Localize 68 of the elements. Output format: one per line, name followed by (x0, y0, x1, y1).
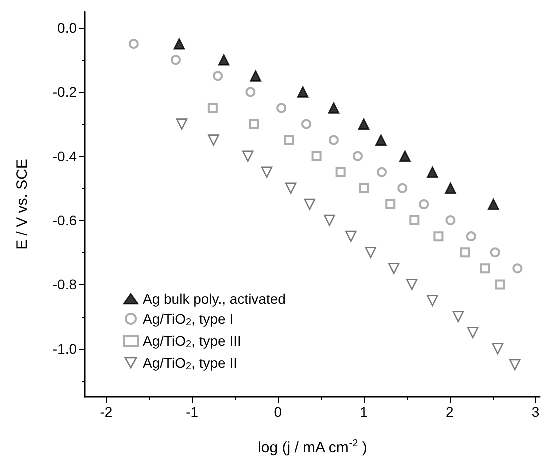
point (128, 39, 139, 50)
point (480, 264, 490, 274)
point (297, 86, 309, 98)
point (246, 87, 256, 98)
point (359, 183, 370, 194)
point (276, 103, 287, 114)
point (376, 134, 387, 146)
legend-label: Ag bulk poly., activated (143, 291, 286, 307)
point (218, 54, 230, 66)
point (398, 183, 408, 194)
y-tick-label: -0.4 (52, 148, 78, 164)
point (312, 151, 322, 162)
point (208, 103, 218, 114)
point (328, 135, 339, 146)
point (377, 167, 388, 178)
point (509, 359, 521, 371)
point (208, 134, 220, 146)
y-tick-label: -0.8 (52, 276, 78, 293)
point (171, 55, 181, 66)
point (488, 198, 500, 210)
point (460, 248, 470, 258)
point (324, 214, 336, 226)
point (406, 279, 418, 290)
point (388, 263, 400, 274)
point (345, 230, 357, 242)
y-tick-label: -1.0 (52, 340, 78, 357)
x-tick-label: 3 (532, 404, 540, 420)
x-tick-label: 2 (446, 404, 454, 420)
point (490, 248, 500, 258)
point (466, 232, 476, 242)
point (174, 38, 186, 50)
point (467, 327, 479, 338)
x-tick-label: 1 (360, 404, 368, 420)
point (261, 166, 273, 178)
x-tick-label: -1 (186, 404, 199, 420)
y-tick-label: 0.0 (58, 20, 78, 36)
point (284, 135, 294, 146)
point (176, 118, 188, 130)
y-tick-label: -0.6 (52, 212, 78, 229)
point (452, 311, 464, 322)
point (446, 216, 456, 226)
point (242, 150, 254, 162)
point (434, 232, 444, 242)
point (386, 200, 396, 210)
x-tick-label: -2 (100, 404, 113, 420)
point (365, 246, 377, 258)
point (358, 118, 370, 130)
x-tick-label: 0 (274, 404, 282, 420)
point (336, 167, 346, 178)
point (427, 295, 438, 306)
point (410, 216, 420, 226)
point (250, 70, 262, 82)
point (419, 200, 430, 210)
point (328, 102, 340, 114)
point (213, 71, 224, 82)
point (496, 280, 506, 290)
point (353, 151, 363, 162)
point (492, 343, 504, 355)
point (249, 119, 260, 130)
y-tick-label: -0.2 (52, 84, 78, 100)
point (512, 264, 523, 274)
point (285, 182, 297, 194)
point (302, 119, 312, 130)
y-axis-title: E / V vs. SCE (14, 159, 31, 250)
point (445, 182, 456, 194)
point (304, 198, 316, 210)
point (427, 166, 438, 178)
point (400, 150, 411, 162)
